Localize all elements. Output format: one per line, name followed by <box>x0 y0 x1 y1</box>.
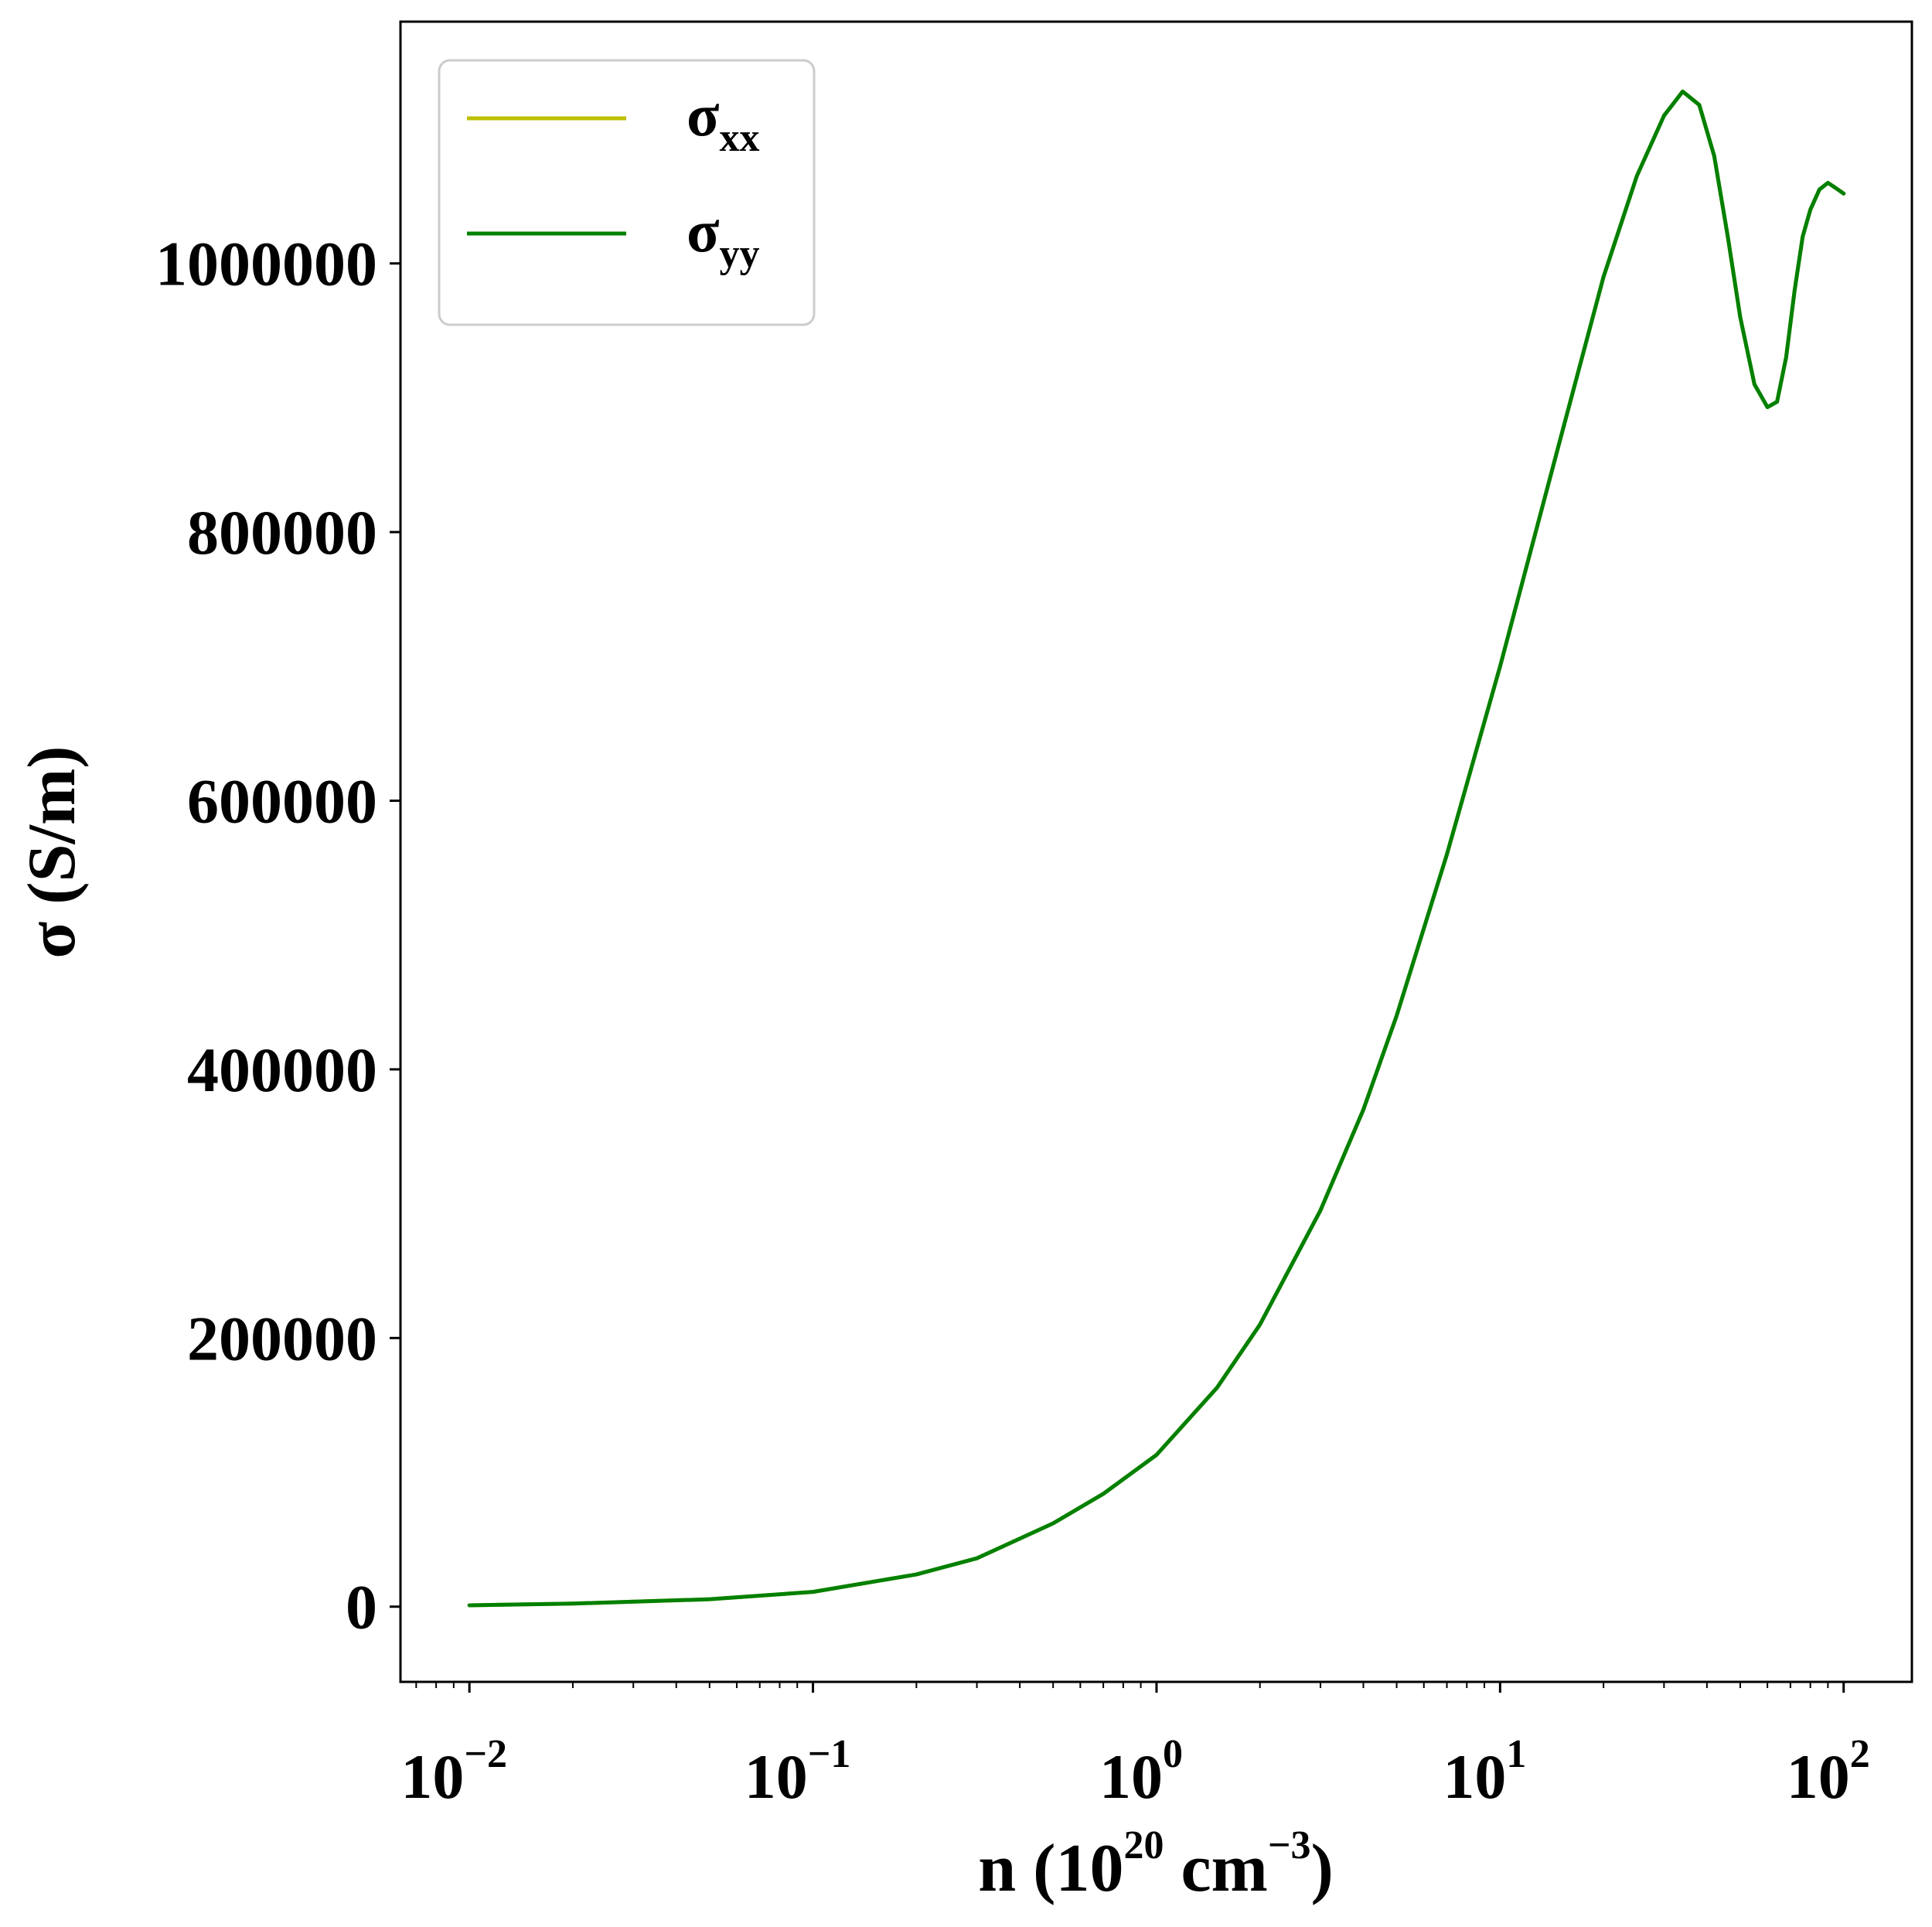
legend-label-syy: σyy <box>687 197 759 276</box>
y-tick-label: 400000 <box>187 1035 377 1105</box>
series-layer <box>467 89 1846 1608</box>
x-axis-label: n (1020 cm−3) <box>978 1823 1334 1906</box>
x-axis-label-middle: cm <box>1164 1831 1267 1906</box>
legend-box <box>438 59 816 326</box>
x-tick-label: 100 <box>1099 1732 1183 1812</box>
x-tick-exponent: 2 <box>1850 1732 1870 1776</box>
x-tick-exponent: 1 <box>1506 1732 1526 1776</box>
x-tick-exponent: 0 <box>1163 1732 1183 1776</box>
y-tick-label: 800000 <box>187 497 377 568</box>
x-axis-label-prefix: n (10 <box>978 1831 1123 1906</box>
x-tick-base: 10 <box>1443 1741 1506 1812</box>
y-tick-label: 200000 <box>187 1303 377 1373</box>
series-line-yy <box>467 89 1846 1608</box>
legend: σxx σyy <box>438 59 816 326</box>
legend-symbol-sxx: σ <box>687 81 719 148</box>
x-axis-label-exp2: −3 <box>1268 1823 1311 1867</box>
y-tick-label: 0 <box>346 1572 377 1642</box>
x-axis-label-suffix: ) <box>1310 1831 1333 1906</box>
x-tick-label: 101 <box>1443 1732 1526 1812</box>
x-tick-label: 10−2 <box>400 1732 507 1812</box>
y-tick-label: 1000000 <box>155 229 377 299</box>
y-tick-label: 600000 <box>187 766 377 836</box>
x-tick-label: 10−1 <box>745 1732 851 1812</box>
x-tick-base: 10 <box>400 1741 464 1812</box>
legend-subscript-sxx: xx <box>719 116 759 160</box>
x-tick-exponent: −2 <box>464 1732 507 1776</box>
x-tick-base: 10 <box>1099 1741 1163 1812</box>
x-tick-label: 102 <box>1787 1732 1870 1812</box>
y-axis-ticks: 0 200000 400000 600000 800000 1000000 <box>155 229 400 1642</box>
y-axis-label: σ (S/m) <box>15 745 90 958</box>
legend-subscript-syy: yy <box>719 232 759 276</box>
legend-symbol-syy: σ <box>687 197 719 264</box>
x-axis-ticks: 10−2 10−1 100 101 102 <box>400 1682 1870 1812</box>
x-tick-base: 10 <box>1787 1741 1850 1812</box>
x-axis-label-exp1: 20 <box>1123 1823 1164 1867</box>
legend-label-sxx: σxx <box>687 81 759 160</box>
x-tick-base: 10 <box>745 1741 808 1812</box>
x-tick-exponent: −1 <box>808 1732 851 1776</box>
